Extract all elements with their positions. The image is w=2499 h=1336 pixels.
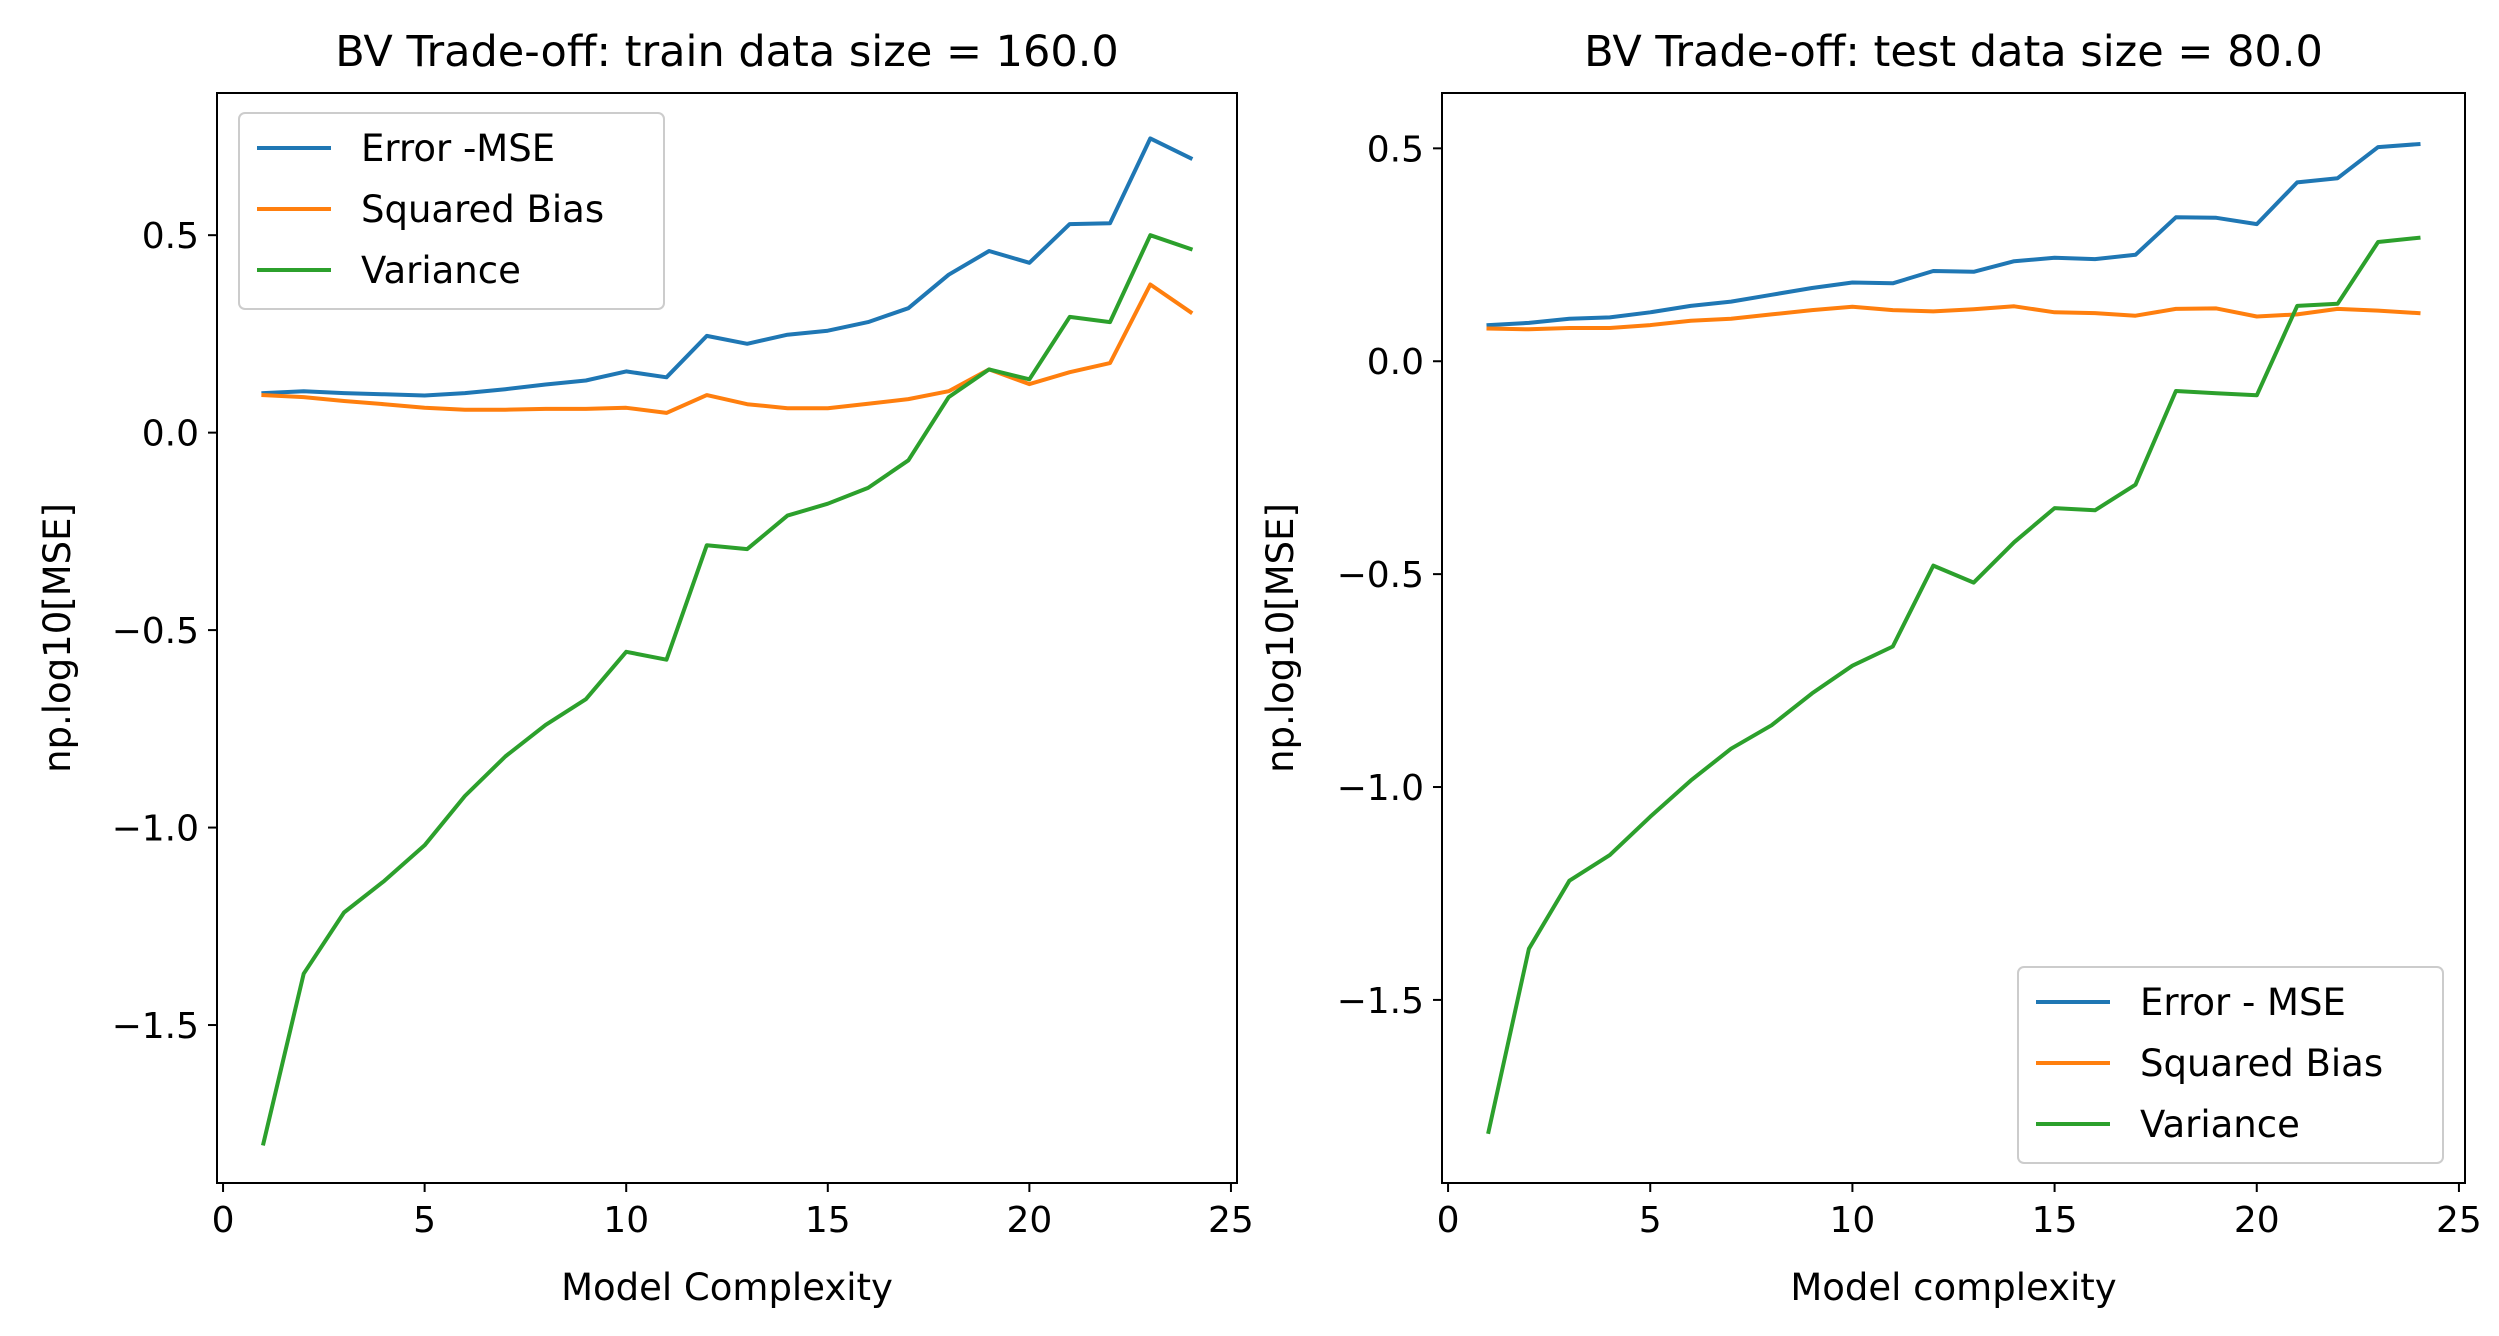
right-legend-label-squared-bias: Squared Bias <box>2140 1042 2383 1085</box>
right-x-tick-label: 20 <box>2234 1200 2280 1241</box>
right-y-tick-label: 0.0 <box>1367 342 1424 383</box>
left-chart-panel: BV Trade-off: train data size = 160.0 Mo… <box>36 27 1254 1309</box>
left-legend-label-squared-bias: Squared Bias <box>361 188 604 231</box>
left-y-tick-label: −1.5 <box>112 1006 199 1047</box>
left-x-tick-label: 10 <box>603 1200 649 1241</box>
left-legend: Error -MSE Squared Bias Variance <box>238 112 665 310</box>
left-legend-box <box>238 112 665 310</box>
right-y-tick-label: 0.5 <box>1367 129 1424 170</box>
right-chart-panel: BV Trade-off: test data size = 80.0 Mode… <box>1259 27 2482 1309</box>
right-y-tick-label: −1.5 <box>1337 981 1424 1022</box>
left-series-line-squared-bias <box>261 282 1194 415</box>
left-y-tick-label: 0.0 <box>142 414 199 455</box>
right-chart-y-axis-label: np.log10[MSE] <box>1259 503 1302 773</box>
right-series-line-squared-bias <box>1486 304 2421 332</box>
left-y-tick-label: −0.5 <box>112 611 199 652</box>
right-series-line-variance <box>1486 235 2421 1135</box>
left-legend-label-variance: Variance <box>361 249 521 292</box>
left-x-tick-label: 0 <box>212 1200 235 1241</box>
right-x-tick-label: 0 <box>1437 1200 1460 1241</box>
right-x-tick-label: 5 <box>1639 1200 1662 1241</box>
left-chart-title: BV Trade-off: train data size = 160.0 <box>335 27 1119 77</box>
right-legend: Error - MSE Squared Bias Variance <box>2017 966 2444 1164</box>
right-x-tick-label: 15 <box>2032 1200 2078 1241</box>
left-y-tick-label: −1.0 <box>112 809 199 850</box>
left-chart-x-axis-label: Model Complexity <box>561 1266 893 1309</box>
right-legend-label-variance: Variance <box>2140 1103 2300 1146</box>
right-chart-x-axis-label: Model complexity <box>1790 1266 2116 1309</box>
right-series-line-error-mse <box>1486 141 2421 328</box>
left-y-tick-label: 0.5 <box>142 216 199 257</box>
right-x-tick-label: 10 <box>1830 1200 1876 1241</box>
right-y-tick-label: −0.5 <box>1337 555 1424 596</box>
left-x-tick-label: 5 <box>413 1200 436 1241</box>
left-series-line-variance <box>260 233 1194 1146</box>
right-chart-title: BV Trade-off: test data size = 80.0 <box>1584 27 2323 77</box>
right-legend-box <box>2017 966 2444 1164</box>
left-x-tick-label: 25 <box>1208 1200 1254 1241</box>
right-y-tick-label: −1.0 <box>1337 768 1424 809</box>
left-plot-frame <box>216 92 1238 1184</box>
left-chart-y-axis-label: np.log10[MSE] <box>36 503 79 773</box>
left-legend-label-error-mse: Error -MSE <box>361 127 555 170</box>
right-legend-label-error-mse: Error - MSE <box>2140 981 2346 1024</box>
right-plot-frame <box>1441 92 2466 1184</box>
left-x-tick-label: 20 <box>1006 1200 1052 1241</box>
left-x-tick-label: 15 <box>805 1200 851 1241</box>
right-x-tick-label: 25 <box>2436 1200 2482 1241</box>
left-series-line-error-mse <box>261 136 1194 398</box>
